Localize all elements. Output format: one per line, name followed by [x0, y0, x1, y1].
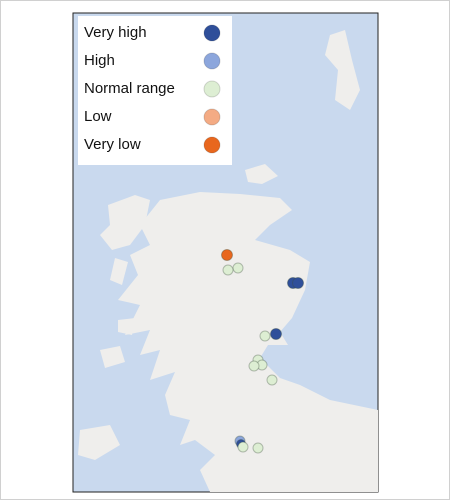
- legend: Very high High Normal range Low Very low: [84, 24, 221, 154]
- legend-label: Very low: [84, 136, 141, 153]
- site-point: [222, 264, 234, 276]
- land: [78, 30, 378, 492]
- legend-label: Very high: [84, 24, 147, 41]
- site-point: [266, 374, 278, 386]
- site-point: [292, 277, 304, 289]
- legend-swatch: [203, 136, 221, 154]
- legend-swatch: [203, 52, 221, 70]
- legend-label: Normal range: [84, 80, 175, 97]
- legend-swatch: [203, 24, 221, 42]
- legend-swatch: [203, 80, 221, 98]
- legend-label: High: [84, 52, 115, 69]
- site-point: [232, 262, 244, 274]
- legend-label: Low: [84, 108, 112, 125]
- points: [221, 249, 304, 454]
- site-point: [259, 330, 271, 342]
- site-point: [248, 360, 260, 372]
- site-point: [221, 249, 233, 261]
- legend-swatch: [203, 108, 221, 126]
- site-point: [252, 442, 264, 454]
- site-point: [237, 441, 249, 453]
- site-point: [270, 328, 282, 340]
